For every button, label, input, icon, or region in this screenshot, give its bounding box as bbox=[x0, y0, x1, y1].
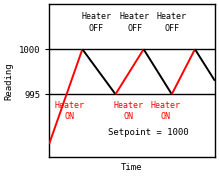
X-axis label: Time: Time bbox=[121, 163, 143, 172]
Text: Heater
OFF: Heater OFF bbox=[81, 12, 111, 33]
Text: Heater
ON: Heater ON bbox=[150, 101, 180, 121]
Text: Heater
ON: Heater ON bbox=[54, 101, 84, 121]
Text: Heater
ON: Heater ON bbox=[114, 101, 144, 121]
Text: Heater
OFF: Heater OFF bbox=[157, 12, 187, 33]
Y-axis label: Reading: Reading bbox=[4, 62, 13, 100]
Text: Setpoint = 1000: Setpoint = 1000 bbox=[108, 128, 189, 137]
Text: Heater
OFF: Heater OFF bbox=[120, 12, 150, 33]
